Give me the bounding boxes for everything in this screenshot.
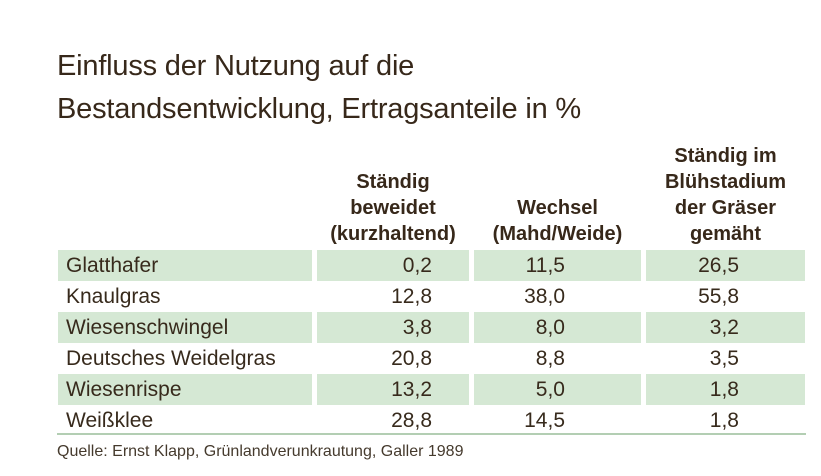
value-cell-bluehstadium: 26,5 xyxy=(641,250,805,281)
table-row: Weißklee 28,8 14,5 1,8 xyxy=(58,405,805,436)
source-citation: Quelle: Ernst Klapp, Grünlandverunkrautu… xyxy=(57,443,464,460)
table-header: Ständig beweidet (kurzhaltend) Wechsel (… xyxy=(58,130,805,250)
species-label: Wiesenschwingel xyxy=(58,312,312,343)
table-row: Glatthafer 0,2 11,5 26,5 xyxy=(58,250,805,281)
value-cell-bluehstadium: 3,5 xyxy=(641,343,805,374)
table-row: Wiesenrispe 13,2 5,0 1,8 xyxy=(58,374,805,405)
value-cell-staendig-beweidet: 0,2 xyxy=(312,250,469,281)
value-cell-wechsel: 14,5 xyxy=(469,405,641,436)
value-cell-wechsel: 38,0 xyxy=(469,281,641,312)
value-cell-wechsel: 8,8 xyxy=(469,343,641,374)
value-cell-staendig-beweidet: 12,8 xyxy=(312,281,469,312)
column-header-staendig-beweidet: Ständig beweidet (kurzhaltend) xyxy=(312,130,469,250)
value-cell-bluehstadium: 55,8 xyxy=(641,281,805,312)
page-title: Einfluss der Nutzung auf die Bestandsent… xyxy=(57,50,581,126)
value-cell-staendig-beweidet: 3,8 xyxy=(312,312,469,343)
value-cell-staendig-beweidet: 20,8 xyxy=(312,343,469,374)
species-label: Weißklee xyxy=(66,409,154,432)
species-label: Deutsches Weidelgras xyxy=(66,347,276,370)
yield-share-table: Ständig beweidet (kurzhaltend) Wechsel (… xyxy=(58,130,805,436)
value-cell-bluehstadium: 1,8 xyxy=(641,405,805,436)
species-label: Glatthafer xyxy=(58,250,312,281)
table-row: Wiesenschwingel 3,8 8,0 3,2 xyxy=(58,312,805,343)
value-cell-wechsel: 8,0 xyxy=(469,312,641,343)
table-row: Deutsches Weidelgras 20,8 8,8 3,5 xyxy=(58,343,805,374)
table-body: Glatthafer 0,2 11,5 26,5 Knaulgras 12,8 … xyxy=(58,250,805,436)
value-cell-wechsel: 11,5 xyxy=(469,250,641,281)
table-bottom-divider xyxy=(57,433,806,435)
table-row: Knaulgras 12,8 38,0 55,8 xyxy=(58,281,805,312)
value-cell-staendig-beweidet: 13,2 xyxy=(312,374,469,405)
column-header-bluehstadium: Ständig im Blühstadium der Gräser gemäht xyxy=(641,130,805,250)
value-cell-bluehstadium: 1,8 xyxy=(641,374,805,405)
value-cell-bluehstadium: 3,2 xyxy=(641,312,805,343)
species-label: Wiesenrispe xyxy=(58,374,312,405)
species-column-header xyxy=(58,130,312,250)
header-row: Ständig beweidet (kurzhaltend) Wechsel (… xyxy=(58,130,805,250)
species-label: Knaulgras xyxy=(66,285,161,308)
column-header-wechsel: Wechsel (Mahd/Weide) xyxy=(469,130,641,250)
value-cell-wechsel: 5,0 xyxy=(469,374,641,405)
value-cell-staendig-beweidet: 28,8 xyxy=(312,405,469,436)
